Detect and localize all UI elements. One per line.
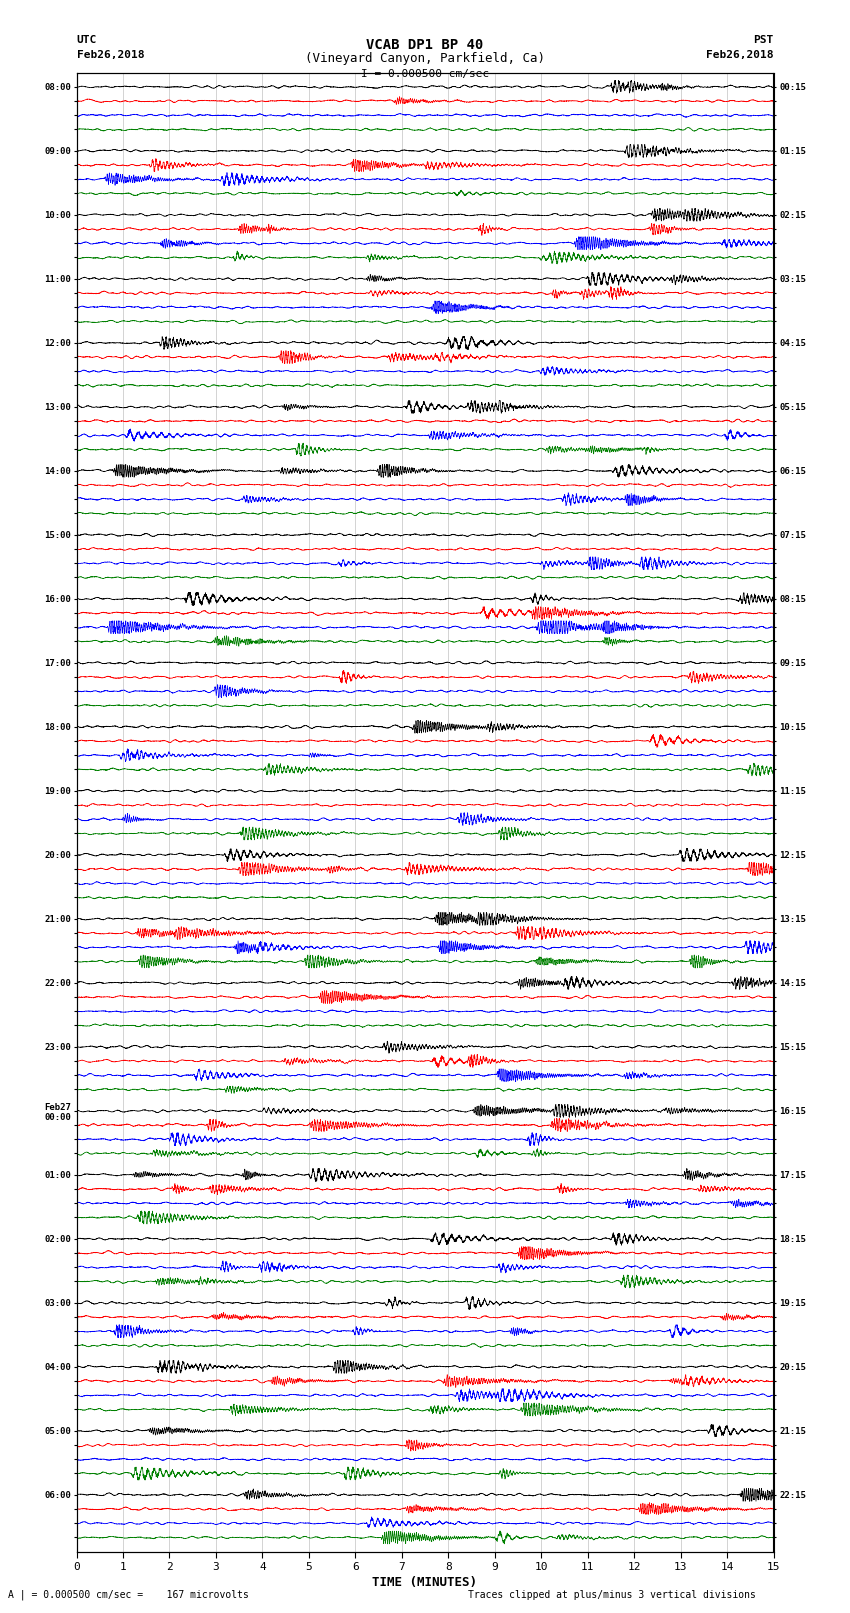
Text: PST: PST [753, 35, 774, 45]
X-axis label: TIME (MINUTES): TIME (MINUTES) [372, 1576, 478, 1589]
Text: (Vineyard Canyon, Parkfield, Ca): (Vineyard Canyon, Parkfield, Ca) [305, 52, 545, 65]
Text: Feb26,2018: Feb26,2018 [706, 50, 774, 60]
Text: Traces clipped at plus/minus 3 vertical divisions: Traces clipped at plus/minus 3 vertical … [468, 1590, 756, 1600]
Text: Feb26,2018: Feb26,2018 [76, 50, 144, 60]
Text: A | = 0.000500 cm/sec =    167 microvolts: A | = 0.000500 cm/sec = 167 microvolts [8, 1589, 249, 1600]
Text: I = 0.000500 cm/sec: I = 0.000500 cm/sec [361, 69, 489, 79]
Text: UTC: UTC [76, 35, 97, 45]
Text: VCAB DP1 BP 40: VCAB DP1 BP 40 [366, 37, 484, 52]
